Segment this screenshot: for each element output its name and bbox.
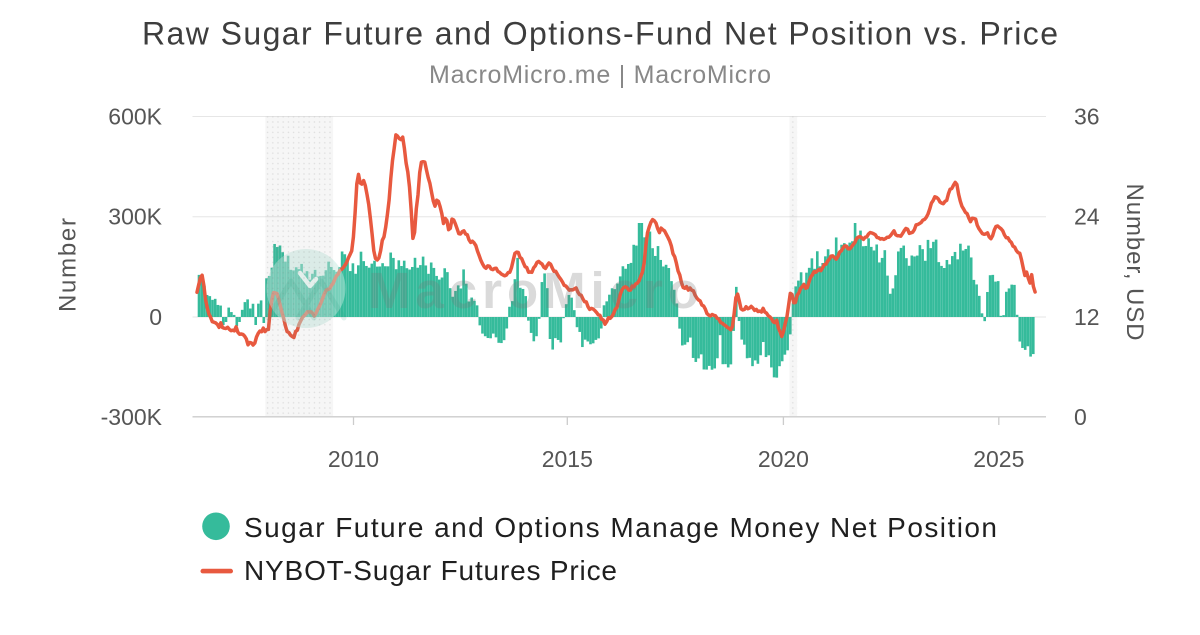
svg-text:2025: 2025 (973, 446, 1024, 472)
svg-text:NYBOT-Sugar Futures Price: NYBOT-Sugar Futures Price (244, 555, 617, 586)
svg-text:2010: 2010 (328, 446, 379, 472)
svg-text:Raw Sugar Future and Options-F: Raw Sugar Future and Options-Fund Net Po… (142, 16, 1058, 52)
svg-text:0: 0 (1074, 404, 1087, 430)
svg-text:Sugar Future and Options Manag: Sugar Future and Options Manage Money Ne… (244, 512, 997, 543)
svg-text:36: 36 (1074, 103, 1100, 129)
svg-text:600K: 600K (108, 103, 162, 129)
svg-text:MacroMicro: MacroMicro (368, 262, 700, 319)
svg-text:300K: 300K (108, 204, 162, 230)
svg-text:-300K: -300K (101, 404, 163, 430)
svg-text:0: 0 (149, 304, 162, 330)
svg-text:2020: 2020 (758, 446, 809, 472)
svg-text:12: 12 (1074, 304, 1100, 330)
svg-text:24: 24 (1074, 204, 1100, 230)
svg-text:MacroMicro.me | MacroMicro: MacroMicro.me | MacroMicro (429, 61, 771, 89)
svg-text:Number, USD: Number, USD (1121, 184, 1148, 341)
svg-text:Number: Number (55, 218, 82, 312)
svg-text:2015: 2015 (542, 446, 593, 472)
